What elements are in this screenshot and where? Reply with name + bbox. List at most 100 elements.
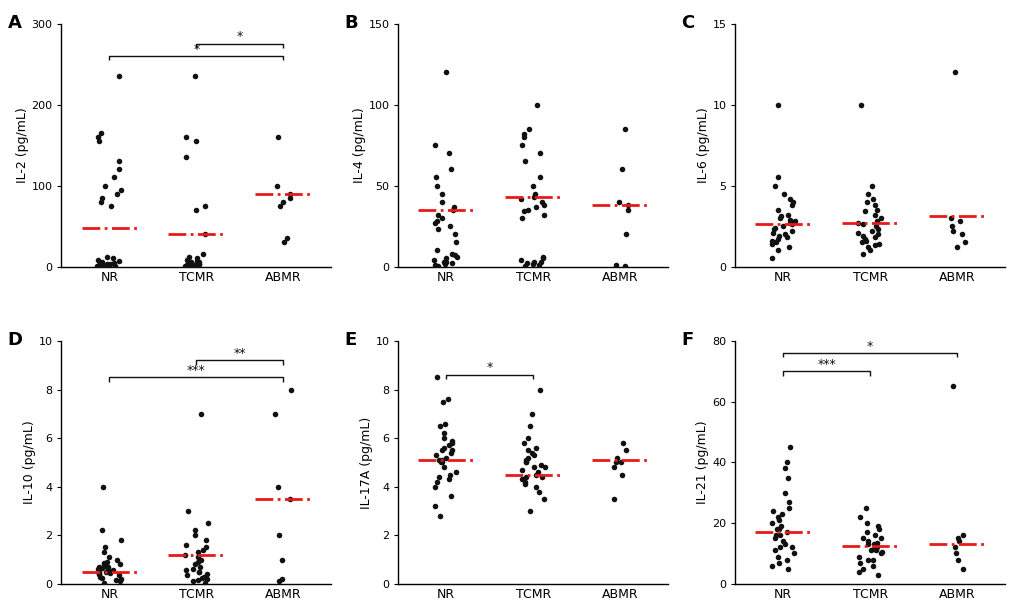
Point <box>871 533 888 543</box>
Point <box>441 221 458 231</box>
Point <box>536 463 552 472</box>
Point <box>193 409 209 419</box>
Point <box>274 574 290 584</box>
Point <box>535 254 551 264</box>
Point <box>777 554 794 564</box>
Point <box>535 200 551 210</box>
Point <box>430 455 446 465</box>
Point <box>281 193 298 203</box>
Point <box>99 261 115 271</box>
Point <box>518 472 534 482</box>
Point <box>112 185 128 195</box>
Point <box>850 567 866 577</box>
Point <box>856 206 872 216</box>
Point <box>513 140 529 150</box>
Point <box>777 458 794 468</box>
Point <box>443 249 460 259</box>
Point <box>859 188 875 198</box>
Point <box>767 237 784 247</box>
Point <box>868 538 884 548</box>
Point <box>110 164 126 174</box>
Point <box>442 469 459 479</box>
Point <box>531 260 547 270</box>
Point <box>179 260 196 270</box>
Point <box>176 261 193 271</box>
Point <box>93 128 109 138</box>
Point <box>102 259 118 269</box>
Point <box>785 197 801 207</box>
Text: *: * <box>866 339 872 352</box>
Point <box>781 503 797 513</box>
Point <box>526 188 542 198</box>
Point <box>854 249 870 259</box>
Point <box>516 132 532 142</box>
Point <box>866 232 882 242</box>
Point <box>428 172 444 182</box>
Point <box>863 180 879 190</box>
Point <box>774 537 791 546</box>
Text: *: * <box>193 43 200 55</box>
Point <box>113 535 129 545</box>
Point <box>91 569 107 579</box>
Point <box>856 234 872 244</box>
Point <box>776 540 793 549</box>
Text: B: B <box>344 14 358 32</box>
Point <box>437 259 453 269</box>
Point <box>430 224 446 234</box>
Point <box>610 197 627 207</box>
Point <box>614 438 631 448</box>
Point <box>946 543 962 553</box>
Point <box>428 477 444 487</box>
Point <box>180 252 197 262</box>
Point <box>949 242 965 252</box>
Point <box>774 188 791 198</box>
Point <box>94 573 110 583</box>
Point <box>430 261 446 270</box>
Point <box>524 259 540 269</box>
Point <box>187 205 204 215</box>
Point <box>437 254 453 264</box>
Point <box>190 575 206 585</box>
Point <box>605 463 622 472</box>
Point <box>442 492 459 501</box>
Point <box>849 218 865 228</box>
Point <box>186 71 203 81</box>
Point <box>769 234 786 244</box>
Point <box>870 239 887 249</box>
Point <box>520 205 536 215</box>
Point <box>769 512 786 522</box>
Point <box>192 562 208 572</box>
Point <box>427 140 443 150</box>
Point <box>769 524 786 534</box>
Point <box>110 71 126 81</box>
Point <box>434 397 450 407</box>
Point <box>433 445 449 455</box>
Point <box>91 562 107 572</box>
Point <box>102 568 118 578</box>
Point <box>91 136 107 146</box>
Point <box>180 259 197 269</box>
Text: E: E <box>344 331 357 349</box>
Point <box>96 261 112 270</box>
Y-axis label: IL-10 (pg/mL): IL-10 (pg/mL) <box>22 421 36 505</box>
Point <box>436 257 452 267</box>
Point <box>777 527 794 537</box>
Point <box>859 540 875 549</box>
Point <box>275 197 291 207</box>
Point <box>96 561 112 570</box>
Point <box>191 567 207 577</box>
Point <box>94 525 110 535</box>
Point <box>427 450 443 460</box>
Point <box>109 554 125 564</box>
Point <box>782 442 798 452</box>
Point <box>278 233 294 243</box>
Point <box>530 467 546 477</box>
Point <box>620 200 636 210</box>
Point <box>93 197 109 207</box>
Point <box>178 260 195 270</box>
Point <box>533 460 549 470</box>
Point <box>95 482 111 492</box>
Point <box>112 559 128 569</box>
Point <box>867 546 883 556</box>
Point <box>282 384 299 394</box>
